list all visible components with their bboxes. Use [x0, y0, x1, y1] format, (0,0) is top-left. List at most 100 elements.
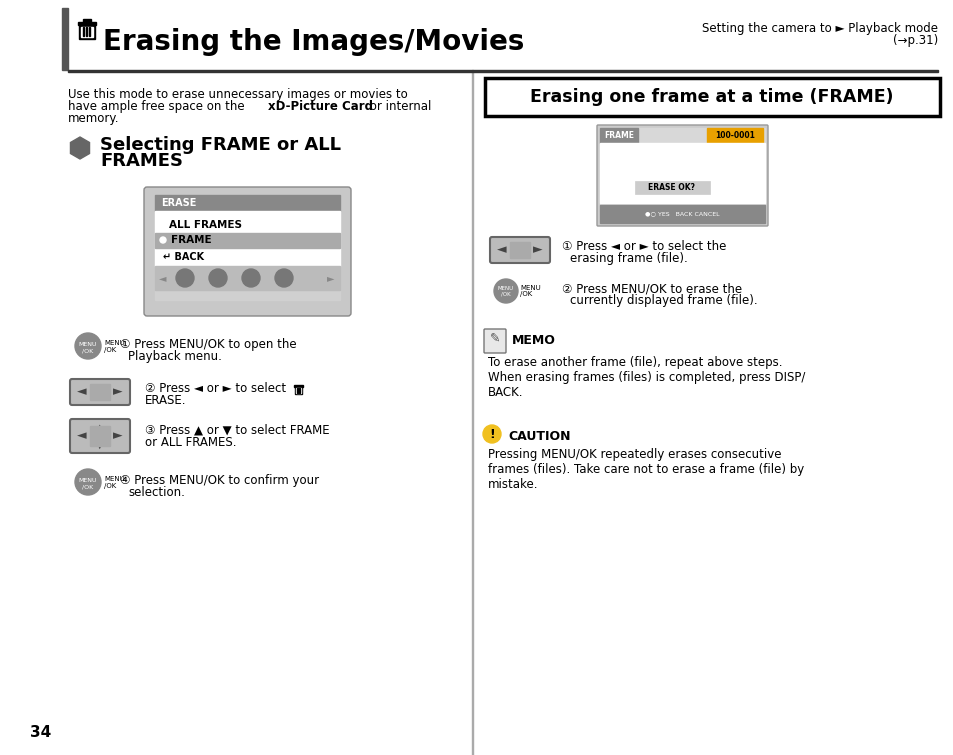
- Circle shape: [160, 237, 166, 243]
- Text: MEMO: MEMO: [512, 334, 556, 347]
- Bar: [510, 242, 530, 258]
- Text: ▲: ▲: [96, 423, 104, 433]
- Text: ↵ BACK: ↵ BACK: [163, 252, 204, 262]
- Bar: [78, 22, 96, 25]
- Text: erasing frame (file).: erasing frame (file).: [569, 252, 687, 265]
- Circle shape: [482, 425, 500, 443]
- Text: FRAMES: FRAMES: [100, 152, 183, 170]
- Bar: [599, 143, 764, 203]
- Text: MENU: MENU: [519, 285, 540, 291]
- Text: Erasing the Images/Movies: Erasing the Images/Movies: [103, 28, 524, 56]
- Text: memory.: memory.: [68, 112, 119, 125]
- Text: ◄: ◄: [77, 430, 87, 442]
- Bar: [298, 388, 299, 393]
- Bar: [484, 78, 939, 116]
- Circle shape: [209, 269, 227, 287]
- Text: MENU: MENU: [79, 343, 97, 347]
- Text: ▼: ▼: [96, 440, 104, 450]
- Text: MENU: MENU: [79, 479, 97, 483]
- Text: Erasing one frame at a time (FRAME): Erasing one frame at a time (FRAME): [530, 88, 893, 106]
- Text: (→p.31): (→p.31): [892, 34, 937, 47]
- Text: /OK: /OK: [82, 485, 93, 489]
- Text: ►: ►: [533, 244, 542, 257]
- Bar: [81, 27, 92, 37]
- Text: ◄: ◄: [159, 273, 167, 283]
- Text: ② Press MENU/OK to erase the: ② Press MENU/OK to erase the: [561, 282, 741, 295]
- FancyBboxPatch shape: [490, 237, 550, 263]
- Bar: [154, 266, 339, 290]
- Text: Setting the camera to ► Playback mode: Setting the camera to ► Playback mode: [701, 22, 937, 35]
- Text: ►: ►: [113, 386, 123, 399]
- Text: To erase another frame (file), repeat above steps.
When erasing frames (files) i: To erase another frame (file), repeat ab…: [488, 356, 804, 399]
- Text: ◄: ◄: [497, 244, 506, 257]
- Bar: [154, 195, 339, 300]
- Polygon shape: [71, 137, 90, 159]
- Bar: [86, 27, 88, 36]
- Text: ERASE: ERASE: [161, 198, 196, 208]
- Text: CAUTION: CAUTION: [507, 430, 570, 443]
- Bar: [89, 27, 91, 36]
- Text: MENU: MENU: [497, 286, 514, 291]
- Text: ◄: ◄: [77, 386, 87, 399]
- FancyBboxPatch shape: [483, 329, 505, 353]
- Bar: [599, 128, 764, 223]
- Text: Use this mode to erase unnecessary images or movies to: Use this mode to erase unnecessary image…: [68, 88, 407, 101]
- Text: ►: ►: [326, 273, 334, 283]
- Bar: [154, 233, 339, 248]
- Circle shape: [75, 333, 101, 359]
- FancyBboxPatch shape: [70, 379, 130, 405]
- Text: or internal: or internal: [366, 100, 431, 113]
- Bar: [79, 25, 95, 39]
- Bar: [294, 387, 302, 394]
- Bar: [472, 70, 473, 755]
- Text: ERASE.: ERASE.: [145, 394, 186, 407]
- Text: ① Press MENU/OK to open the: ① Press MENU/OK to open the: [120, 338, 296, 351]
- Bar: [83, 19, 91, 22]
- Bar: [62, 8, 68, 70]
- Text: FRAME: FRAME: [603, 131, 634, 140]
- FancyBboxPatch shape: [70, 419, 130, 453]
- Bar: [599, 128, 638, 143]
- Text: ●○ YES   BACK CANCEL: ●○ YES BACK CANCEL: [644, 211, 719, 217]
- Bar: [296, 388, 297, 393]
- Text: /OK: /OK: [500, 291, 510, 297]
- Bar: [294, 385, 303, 387]
- Text: MENU: MENU: [104, 476, 125, 482]
- Circle shape: [274, 269, 293, 287]
- Text: ERASE OK?: ERASE OK?: [648, 183, 695, 192]
- Circle shape: [242, 269, 260, 287]
- Text: ALL FRAMES: ALL FRAMES: [169, 220, 242, 230]
- Bar: [295, 388, 301, 393]
- Bar: [599, 205, 764, 223]
- Text: ✎: ✎: [489, 331, 499, 344]
- Text: 34: 34: [30, 725, 51, 740]
- Bar: [635, 181, 709, 194]
- Text: /OK: /OK: [104, 483, 116, 489]
- Text: /OK: /OK: [104, 347, 116, 353]
- Circle shape: [494, 279, 517, 303]
- FancyBboxPatch shape: [144, 187, 351, 316]
- Text: ① Press ◄ or ► to select the: ① Press ◄ or ► to select the: [561, 240, 725, 253]
- Text: ►: ►: [113, 430, 123, 442]
- Text: 100-0001: 100-0001: [715, 131, 754, 140]
- Bar: [635, 181, 709, 194]
- Text: ② Press ◄ or ► to select: ② Press ◄ or ► to select: [145, 382, 292, 395]
- Bar: [90, 426, 110, 446]
- Text: !: !: [489, 427, 495, 440]
- Bar: [154, 195, 339, 211]
- FancyBboxPatch shape: [597, 125, 767, 226]
- Bar: [83, 27, 85, 36]
- Text: currently displayed frame (file).: currently displayed frame (file).: [569, 294, 757, 307]
- Text: xD-Picture Card: xD-Picture Card: [268, 100, 373, 113]
- Text: have ample free space on the: have ample free space on the: [68, 100, 248, 113]
- Circle shape: [175, 269, 193, 287]
- Bar: [154, 211, 339, 266]
- Text: ③ Press ▲ or ▼ to select FRAME: ③ Press ▲ or ▼ to select FRAME: [145, 424, 330, 437]
- Text: MENU: MENU: [104, 340, 125, 346]
- Text: Playback menu.: Playback menu.: [128, 350, 222, 363]
- Bar: [90, 384, 110, 400]
- Text: Selecting FRAME or ALL: Selecting FRAME or ALL: [100, 136, 340, 154]
- Bar: [68, 70, 937, 72]
- Text: /OK: /OK: [519, 291, 532, 297]
- Text: Pressing MENU/OK repeatedly erases consecutive
frames (files). Take care not to : Pressing MENU/OK repeatedly erases conse…: [488, 448, 803, 491]
